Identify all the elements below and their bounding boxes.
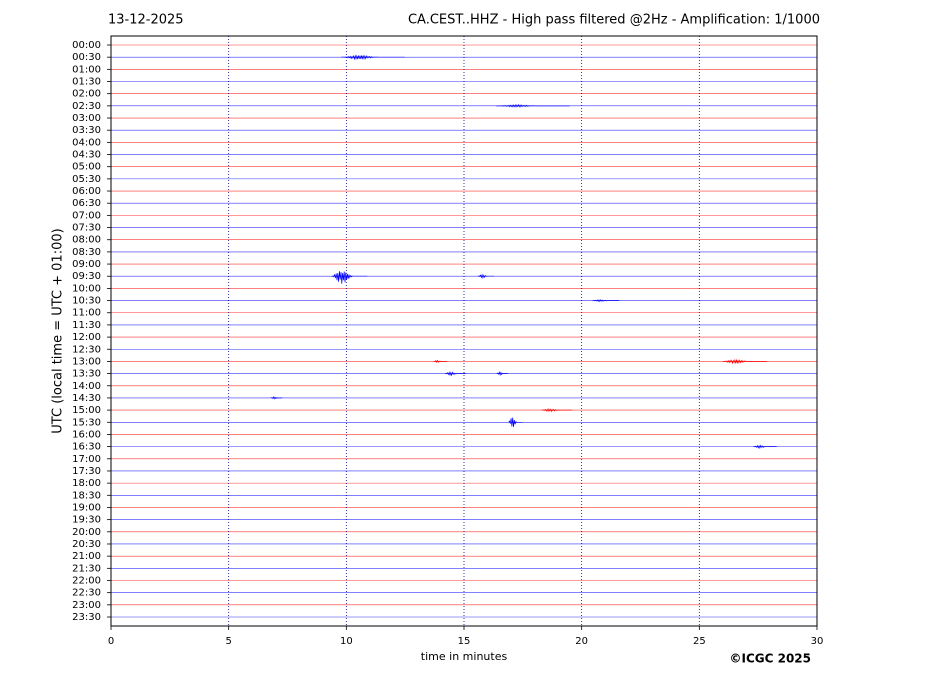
plot-frame [110,35,818,627]
y-tick-label: 03:30 [72,125,101,136]
y-tick-label: 06:00 [72,186,101,197]
y-tick-label: 01:30 [72,77,101,88]
y-tick-label: 14:30 [72,393,101,404]
seismic-event [496,371,509,377]
x-tick-label: 15 [458,636,471,647]
y-tick-label: 15:30 [72,417,101,428]
y-tick-label: 07:00 [72,210,101,221]
y-tick-label: 06:30 [72,198,101,209]
x-tick-label: 20 [575,636,588,647]
seismic-event [592,299,619,303]
y-tick-label: 19:30 [72,515,101,526]
seismic-event [753,444,777,450]
y-tick-label: 18:00 [72,478,101,489]
y-tick-label: 05:00 [72,162,101,173]
y-tick-label: 14:00 [72,381,101,392]
y-tick-label: 12:00 [72,332,101,343]
seismic-event [541,408,573,413]
y-tick-label: 23:00 [72,600,101,611]
y-tick-label: 20:30 [72,539,101,550]
seismic-event [722,358,767,365]
y-tick-label: 13:00 [72,356,101,367]
y-tick-label: 19:00 [72,502,101,513]
date: 13-12-2025 [108,13,184,28]
y-tick-label: 00:00 [72,40,101,51]
y-tick-label: 15:00 [72,405,101,416]
y-tick-label: 11:30 [72,320,101,331]
y-axis-label: UTC (local time = UTC + 01:00) [51,228,66,433]
seismic-event [432,359,447,364]
y-tick-label: 21:00 [72,551,101,562]
y-tick-label: 04:00 [72,137,101,148]
credit: ©ICGC 2025 [729,652,811,666]
y-tick-label: 09:00 [72,259,101,270]
x-tick-label: 30 [811,636,824,647]
seismic-event [477,273,495,280]
y-tick-label: 13:30 [72,369,101,380]
y-tick-label: 02:30 [72,101,101,112]
y-tick-label: 23:30 [72,612,101,623]
seismic-event [445,371,466,377]
x-tick-label: 10 [340,636,353,647]
y-tick-label: 11:00 [72,308,101,319]
y-tick-label: 09:30 [72,271,101,282]
y-tick-label: 00:30 [72,52,101,63]
y-tick-label: 22:30 [72,588,101,599]
y-tick-label: 12:30 [72,344,101,355]
y-tick-label: 16:00 [72,429,101,440]
y-tick-label: 07:30 [72,223,101,234]
x-axis-label: time in minutes [421,650,508,663]
x-tick-label: 25 [693,636,706,647]
seismic-event [270,396,283,400]
y-tick-label: 20:00 [72,527,101,538]
y-tick-label: 10:00 [72,283,101,294]
y-tick-label: 10:30 [72,296,101,307]
y-tick-label: 02:00 [72,89,101,100]
y-tick-label: 08:30 [72,247,101,258]
y-tick-label: 05:30 [72,174,101,185]
x-tick-label: 0 [108,636,114,647]
y-tick-label: 03:00 [72,113,101,124]
y-tick-label: 08:00 [72,235,101,246]
chart-title: CA.CEST..HHZ - High pass filtered @2Hz -… [408,13,820,28]
y-tick-label: 17:30 [72,466,101,477]
y-tick-label: 17:00 [72,454,101,465]
seismic-event [495,103,570,108]
y-tick-label: 18:30 [72,490,101,501]
x-tick-label: 5 [225,636,231,647]
seismic-event [340,54,405,61]
y-tick-label: 16:30 [72,442,101,453]
seismic-event [508,417,523,427]
y-tick-label: 01:00 [72,64,101,75]
seismic-event [331,271,368,284]
y-tick-label: 04:30 [72,150,101,161]
y-tick-label: 22:00 [72,575,101,586]
y-tick-label: 21:30 [72,563,101,574]
